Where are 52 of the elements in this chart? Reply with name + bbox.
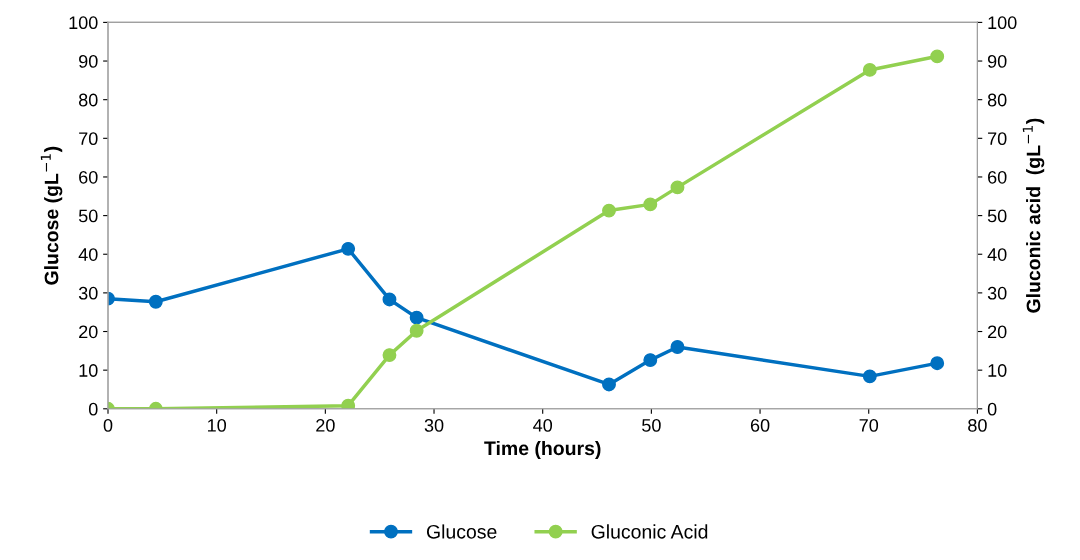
point <box>382 292 397 307</box>
y2-axis-title: Gluconic acid (gL$^{−1}$) <box>1022 118 1045 313</box>
point <box>409 323 424 338</box>
point <box>341 241 356 256</box>
y-tick-label: 20 <box>79 325 98 339</box>
point <box>602 377 616 392</box>
x-tick-label: 40 <box>533 419 553 432</box>
y-tick-label: 30 <box>78 286 98 300</box>
point <box>409 310 424 325</box>
point <box>602 203 616 218</box>
x-tick-label: 60 <box>750 419 770 432</box>
y2-tick-label: 40 <box>987 248 1007 261</box>
point <box>341 398 356 409</box>
y-tick-label: 90 <box>79 54 98 68</box>
x-axis-title: Time (hours) <box>484 440 601 460</box>
y2-tick-label: 30 <box>987 286 1007 300</box>
x-tick-label: 0 <box>103 419 113 432</box>
point <box>930 356 945 371</box>
y-tick-label: 80 <box>78 93 98 107</box>
point <box>643 353 658 368</box>
y-tick-label: 50 <box>78 209 98 223</box>
y2-tick-label: 0 <box>987 402 997 416</box>
point <box>670 340 685 354</box>
x-tick-label: 20 <box>316 419 335 432</box>
y2-tick-label: 100 <box>988 16 1017 30</box>
y-axis-title: Glucose (gL$^{−1}$) <box>40 146 63 285</box>
y2-tick-label: 20 <box>988 325 1007 339</box>
legend-label: Glucose <box>426 524 497 539</box>
point <box>862 62 877 77</box>
y-tick-label: 70 <box>79 132 98 146</box>
y2-tick-label: 10 <box>988 364 1007 377</box>
x-tick-label: 10 <box>208 419 227 432</box>
y-tick-label: 100 <box>69 16 98 30</box>
y-tick-label: 60 <box>79 170 98 184</box>
point <box>670 180 685 195</box>
point <box>930 49 945 64</box>
point <box>643 197 658 212</box>
y2-tick-label: 70 <box>988 132 1007 146</box>
y-tick-label: 10 <box>79 364 98 377</box>
y2-tick-label: 50 <box>987 209 1007 223</box>
y2-tick-label: 90 <box>987 54 1007 68</box>
x-tick-label: 80 <box>968 419 987 432</box>
legend-label: Gluconic Acid <box>591 524 708 539</box>
point <box>148 294 163 309</box>
y-tick-label: 0 <box>88 402 98 416</box>
point <box>862 369 877 384</box>
x-tick-label: 30 <box>424 419 444 432</box>
y2-tick-label: 60 <box>988 170 1007 184</box>
x-tick-label: 70 <box>859 419 879 432</box>
y2-tick-label: 80 <box>987 93 1007 107</box>
y-tick-label: 40 <box>78 248 98 261</box>
x-tick-label: 50 <box>642 419 661 432</box>
